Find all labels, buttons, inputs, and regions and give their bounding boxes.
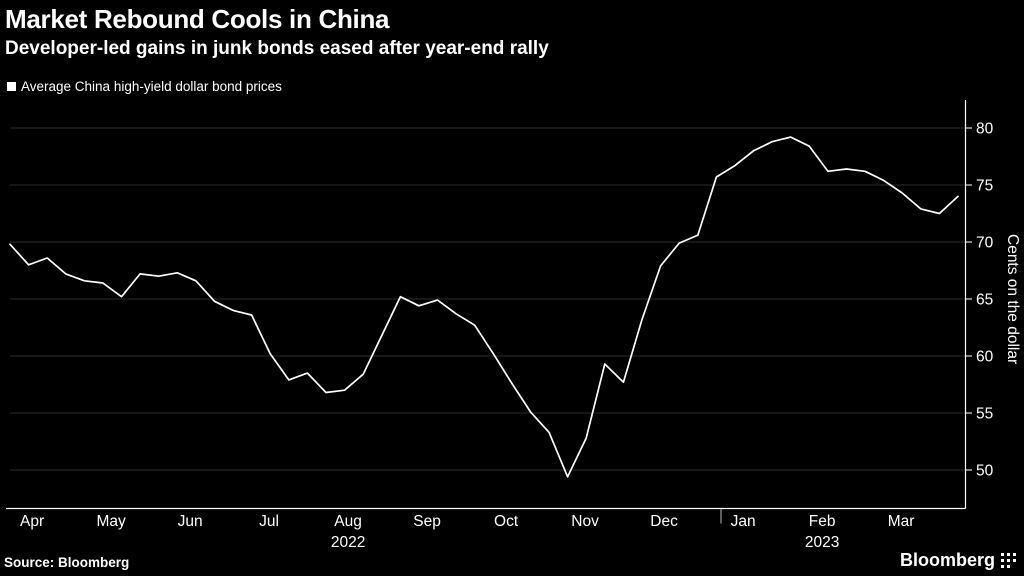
legend-marker-icon <box>7 82 16 91</box>
x-month-label: Nov <box>571 513 599 530</box>
legend-label: Average China high-yield dollar bond pri… <box>21 79 282 94</box>
bloomberg-grid-icon <box>1001 553 1016 568</box>
y-tick-label: 50 <box>976 463 994 480</box>
x-month-label: Dec <box>650 513 678 530</box>
x-year-label: 2023 <box>805 534 839 551</box>
x-month-label: Apr <box>20 513 44 530</box>
x-month-label: Jul <box>259 513 279 530</box>
bloomberg-wordmark: Bloomberg <box>899 550 995 570</box>
x-year-label: 2022 <box>331 534 365 551</box>
bloomberg-logo: Bloomberg <box>900 550 1016 571</box>
source-note: Source: Bloomberg <box>4 555 130 570</box>
y-tick-label: 65 <box>976 292 993 309</box>
y-tick-label: 80 <box>976 121 994 138</box>
y-tick-label: 60 <box>976 349 994 366</box>
y-tick-label: 55 <box>976 406 993 423</box>
chart-subtitle: Developer-led gains in junk bonds eased … <box>5 38 549 59</box>
y-tick-label: 75 <box>976 178 993 195</box>
x-month-label: May <box>96 513 126 530</box>
price-line <box>9 136 959 478</box>
x-month-label: Oct <box>494 513 519 530</box>
x-month-label: Sep <box>413 513 441 530</box>
chart-title: Market Rebound Cools in China <box>5 4 390 34</box>
x-month-label: Mar <box>888 513 915 530</box>
legend: Average China high-yield dollar bond pri… <box>7 79 282 94</box>
y-tick-label: 70 <box>976 235 994 252</box>
x-month-label: Feb <box>809 513 836 530</box>
y-axis-title: Cents on the dollar <box>1004 233 1021 365</box>
x-month-label: Jan <box>731 513 756 530</box>
x-month-label: Jun <box>178 513 203 530</box>
x-month-label: Aug <box>334 513 362 530</box>
